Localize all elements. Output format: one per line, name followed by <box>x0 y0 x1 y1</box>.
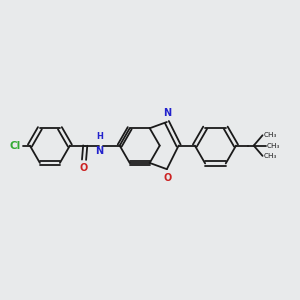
Text: CH₃: CH₃ <box>263 132 277 138</box>
Text: H: H <box>96 133 103 142</box>
Text: CH₃: CH₃ <box>267 142 280 148</box>
Text: CH₃: CH₃ <box>263 154 277 160</box>
Text: O: O <box>80 163 88 173</box>
Text: N: N <box>96 146 104 156</box>
Text: N: N <box>163 108 171 118</box>
Text: O: O <box>164 173 172 183</box>
Text: Cl: Cl <box>9 141 20 151</box>
